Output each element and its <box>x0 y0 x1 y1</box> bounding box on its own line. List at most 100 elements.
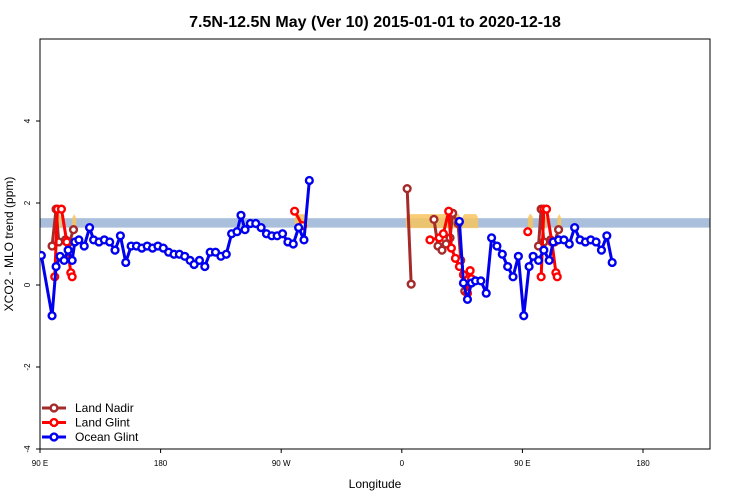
data-point <box>544 255 554 266</box>
reference-band-rect <box>40 218 710 228</box>
data-point <box>536 272 546 282</box>
data-point <box>465 266 475 276</box>
data-point <box>47 311 57 321</box>
data-point <box>240 225 250 235</box>
legend-label: Ocean Glint <box>75 430 139 444</box>
data-point <box>62 237 72 247</box>
data-point <box>56 204 67 214</box>
data-point <box>67 255 77 266</box>
highlight-fill <box>527 214 534 229</box>
legend-swatch-marker <box>49 432 59 442</box>
data-point <box>59 255 69 266</box>
data-point <box>194 255 205 266</box>
y-axis-label: XCO2 - MLO trend (ppm) <box>2 177 16 312</box>
data-point <box>438 229 448 239</box>
legend-swatch-marker <box>49 403 59 413</box>
data-point <box>564 239 574 249</box>
highlight-fill <box>557 214 562 229</box>
data-point <box>508 272 518 282</box>
legend-item: Ocean Glint <box>42 430 139 444</box>
data-point <box>492 241 502 251</box>
y-tick-label: 2 <box>23 200 32 205</box>
data-point <box>288 239 298 249</box>
data-point <box>67 272 77 282</box>
data-point <box>570 223 580 233</box>
data-point <box>79 241 89 251</box>
data-point <box>277 229 288 239</box>
data-point <box>290 206 300 216</box>
data-point <box>539 245 549 255</box>
data-point <box>533 255 544 266</box>
data-point <box>40 250 46 261</box>
data-point <box>299 235 309 245</box>
y-tick-label: 4 <box>23 118 32 123</box>
data-point <box>63 245 73 255</box>
legend-item: Land Glint <box>42 416 130 430</box>
y-tick-label: -4 <box>23 445 32 453</box>
data-point <box>503 261 513 272</box>
data-point <box>552 272 562 282</box>
chart-title: 7.5N-12.5N May (Ver 10) 2015-01-01 to 20… <box>189 14 561 31</box>
plot-frame <box>39 38 711 450</box>
data-point <box>406 279 416 289</box>
data-point <box>221 249 231 259</box>
data-point <box>236 210 246 220</box>
data-point <box>481 288 491 298</box>
data-point <box>84 223 95 233</box>
data-point <box>74 235 84 245</box>
x-axis: 90 E 180 90 W 0 90 E 180 <box>32 449 650 468</box>
data-point <box>553 225 564 235</box>
data-point <box>541 204 552 214</box>
data-point <box>602 231 612 241</box>
data-point <box>437 245 447 255</box>
legend-label: Land Glint <box>75 416 130 430</box>
data-point <box>200 261 210 272</box>
data-point <box>596 245 607 255</box>
data-point <box>402 184 412 194</box>
data-point <box>115 231 126 241</box>
x-axis-label: Longitude <box>349 477 402 491</box>
data-point <box>121 257 131 268</box>
data-point <box>513 251 523 261</box>
y-tick-label: 0 <box>23 282 32 287</box>
data-point <box>519 311 529 321</box>
data-point <box>476 276 486 286</box>
data-point <box>607 257 617 268</box>
legend-item: Land Nadir <box>42 401 134 415</box>
data-point <box>425 235 435 245</box>
highlight-fill <box>72 214 77 229</box>
data-point <box>429 214 439 225</box>
data-point <box>68 225 79 235</box>
data-point <box>462 294 473 304</box>
data-point <box>450 253 461 263</box>
highlight-fill <box>462 214 479 229</box>
x-tick-label: 180 <box>154 459 168 468</box>
data-point <box>497 249 507 259</box>
x-tick-label: 90 W <box>272 459 291 468</box>
data-point <box>294 223 304 233</box>
data-point <box>232 227 242 237</box>
legend-label: Land Nadir <box>75 401 134 415</box>
reference-band <box>40 218 710 228</box>
series-line <box>405 188 413 285</box>
series-ocean-glint <box>40 175 617 321</box>
x-tick-label: 90 E <box>32 459 48 468</box>
data-point <box>524 261 534 272</box>
y-tick-label: -2 <box>23 363 32 371</box>
data-point <box>446 243 456 253</box>
data-point <box>486 233 497 243</box>
data-point <box>454 216 465 227</box>
data-point <box>304 175 314 186</box>
data-point <box>110 245 120 255</box>
y-axis: -4 -2 0 2 4 <box>23 118 40 453</box>
data-point <box>256 223 266 233</box>
data-point <box>523 227 533 237</box>
x-tick-label: 180 <box>636 459 650 468</box>
x-tick-label: 0 <box>400 459 405 468</box>
series-group <box>40 175 617 321</box>
data-point <box>51 261 61 272</box>
data-point <box>444 206 454 216</box>
data-point <box>591 237 601 247</box>
